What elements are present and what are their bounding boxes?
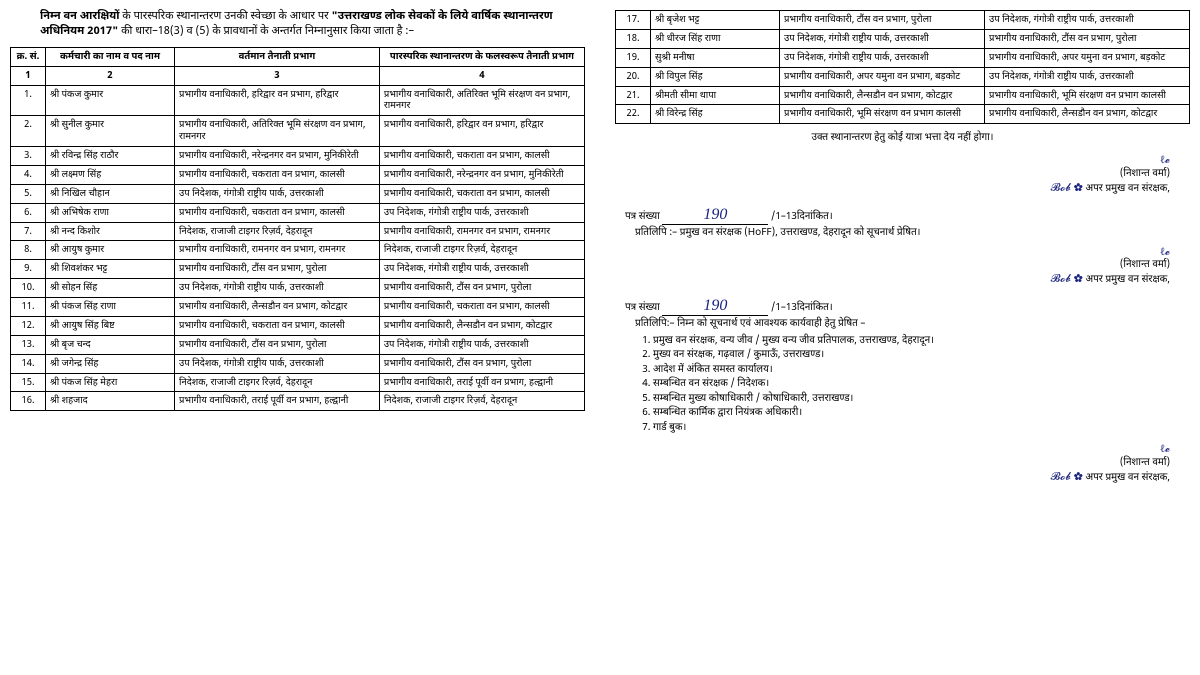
list-item: मुख्य वन संरक्षक, गढ़वाल / कुमाऊँ, उत्तर… (653, 349, 1190, 364)
letter-no-2: पत्र संख्या 190 /1–13दिनांकित। (625, 297, 1190, 316)
table-row: 12.श्री आयुष सिंह बिष्टप्रभागीय वनाधिकार… (11, 316, 585, 335)
signature-scribble: ℓ𝓮 (615, 153, 1170, 167)
list-item: आदेश में अंकित समस्त कार्यालय। (653, 364, 1190, 379)
intro-bold1: निम्न वन आरक्षियों (40, 10, 119, 24)
table-row: 11.श्री पंकज सिंह राणाप्रभागीय वनाधिकारी… (11, 298, 585, 317)
table-row: 17.श्री बृजेश भट्टप्रभागीय वनाधिकारी, टौ… (616, 11, 1190, 30)
table-row: 14.श्री जगेन्द्र सिंहउप निदेशक, गंगोत्री… (11, 354, 585, 373)
left-page: निम्न वन आरक्षियों के पारस्परिक स्थानान्… (10, 10, 585, 665)
transfer-table-2: 17.श्री बृजेश भट्टप्रभागीय वनाधिकारी, टौ… (615, 10, 1190, 124)
sig-title: अपर प्रमुख वन संरक्षक, (1085, 183, 1170, 196)
table-row: 10.श्री सोहन सिंहउप निदेशक, गंगोत्री राष… (11, 279, 585, 298)
list-item: सम्बन्धित वन संरक्षक / निदेशक। (653, 378, 1190, 393)
transfer-table-1: क्र. सं. कर्मचारी का नाम व पद नाम वर्तमा… (10, 47, 585, 412)
table-row: 2.श्री सुनील कुमारप्रभागीय वनाधिकारी, अत… (11, 116, 585, 147)
signature-block-2: ℓ𝓮 (निशान्त वर्मा) 𝓑𝓸𝓫 ✿ अपर प्रमुख वन स… (615, 245, 1170, 287)
table-row: 6.श्री अभिषेक राणाप्रभागीय वनाधिकारी, चक… (11, 203, 585, 222)
table-row: 15.श्री पंकज सिंह मेहरानिदेशक, राजाजी टा… (11, 373, 585, 392)
list-item: प्रमुख वन संरक्षक, वन्य जीव / मुख्य वन्य… (653, 335, 1190, 350)
th-name: कर्मचारी का नाम व पद नाम (46, 47, 175, 66)
th-current: वर्तमान तैनाती प्रभाग (175, 47, 380, 66)
table-row: 20.श्री विपुल सिंहप्रभागीय वनाधिकारी, अप… (616, 67, 1190, 86)
th-sn: क्र. सं. (11, 47, 46, 66)
table-row: 19.सुश्री मनीषाउप निदेशक, गंगोत्री राष्ट… (616, 48, 1190, 67)
table-row: 16.श्री शहजादप्रभागीय वनाधिकारी, तराई पू… (11, 392, 585, 411)
table-row: 18.श्री धीरज सिंह राणाउप निदेशक, गंगोत्र… (616, 29, 1190, 48)
copy-line-1: प्रतिलिपि :– प्रमुख वन संरक्षक (HoFF), उ… (635, 227, 1190, 242)
letter-no-1: पत्र संख्या 190 /1–13दिनांकित। (625, 206, 1190, 225)
signature-block-3: ℓ𝓮 (निशान्त वर्मा) 𝓑𝓸𝓫 ✿ अपर प्रमुख वन स… (615, 442, 1170, 484)
th-new: पारस्परिक स्थानान्तरण के फलस्वरूप तैनाती… (379, 47, 584, 66)
table-row: 22.श्री विरेन्द्र सिंहप्रभागीय वनाधिकारी… (616, 105, 1190, 124)
table-row: 9.श्री शिवशंकर भट्टप्रभागीय वनाधिकारी, ट… (11, 260, 585, 279)
list-item: सम्बन्धित कार्मिक द्वारा नियंत्रक अधिकार… (653, 407, 1190, 422)
sig-name: (निशान्त वर्मा) (1120, 168, 1170, 181)
table-row: 1.श्री पंकज कुमारप्रभागीय वनाधिकारी, हरि… (11, 85, 585, 116)
table-row: 21.श्रीमती सीमा थापाप्रभागीय वनाधिकारी, … (616, 86, 1190, 105)
table-row: 13.श्री बृज चन्दप्रभागीय वनाधिकारी, टौंस… (11, 335, 585, 354)
copy-line-2: प्रतिलिपि:– निम्न को सूचनार्थ एवं आवश्यक… (635, 318, 1190, 333)
letter-num-2: 190 (662, 297, 768, 316)
list-item: सम्बन्धित मुख्य कोषाधिकारी / कोषाधिकारी,… (653, 393, 1190, 408)
table-row: 3.श्री रविन्द्र सिंह राठौरप्रभागीय वनाधि… (11, 147, 585, 166)
table-row: 7.श्री नन्द किशोरनिदेशक, राजाजी टाइगर रि… (11, 222, 585, 241)
allowance-note: उक्त स्थानान्तरण हेतु कोई यात्रा भत्ता द… (615, 132, 1190, 145)
intro-text: निम्न वन आरक्षियों के पारस्परिक स्थानान्… (10, 10, 585, 41)
table-row: 8.श्री आयुष कुमारप्रभागीय वनाधिकारी, राम… (11, 241, 585, 260)
signature-block-1: ℓ𝓮 (निशान्त वर्मा) 𝓑𝓸𝓫 ✿ अपर प्रमुख वन स… (615, 153, 1170, 195)
table-row: 5.श्री निखिल चौहानउप निदेशक, गंगोत्री रा… (11, 184, 585, 203)
list-item: गार्ड बुक। (653, 422, 1190, 437)
letter-num-1: 190 (662, 206, 768, 225)
right-page: 17.श्री बृजेश भट्टप्रभागीय वनाधिकारी, टौ… (615, 10, 1190, 665)
table-row: 4.श्री लक्ष्मण सिंहप्रभागीय वनाधिकारी, च… (11, 165, 585, 184)
distribution-list: प्रमुख वन संरक्षक, वन्य जीव / मुख्य वन्य… (635, 335, 1190, 437)
